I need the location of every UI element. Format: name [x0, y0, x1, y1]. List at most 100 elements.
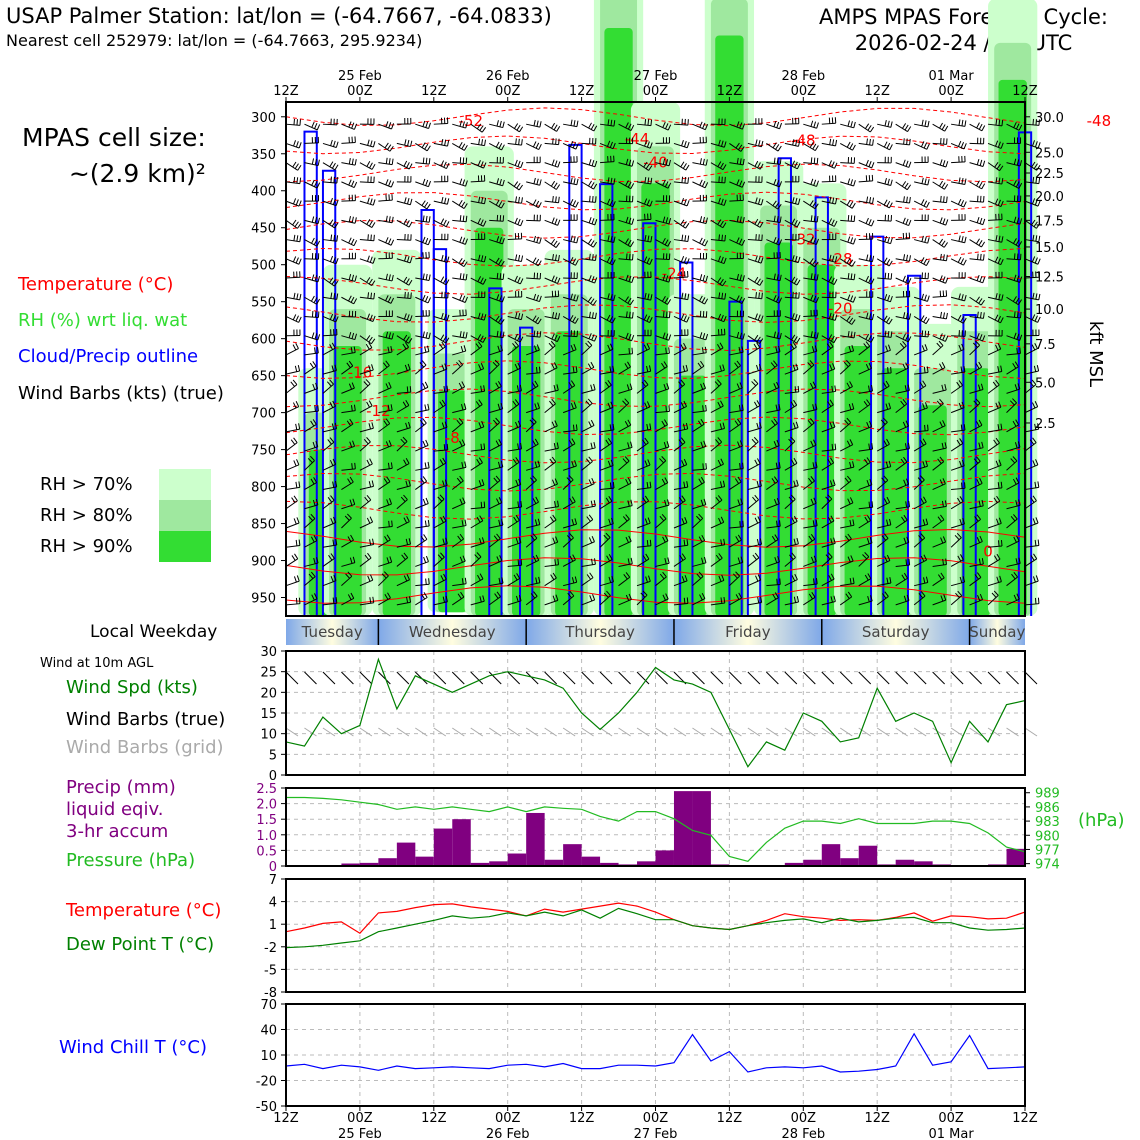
wind-barb-feather [406, 386, 409, 393]
wind-barb-feather [458, 141, 463, 148]
wind-barb [599, 517, 614, 529]
wind-barb [729, 252, 744, 260]
wind-barb [544, 254, 560, 262]
top-time-tick-label: 00Z [643, 84, 669, 99]
wind-barb-shaft [470, 578, 484, 587]
wind-barb-feather [465, 122, 468, 129]
wind-barb-feather [351, 216, 354, 223]
wind-barb-feather [290, 381, 295, 387]
wind-barb-shaft [618, 277, 632, 284]
wind-barb [618, 398, 630, 413]
wind-barb-shaft [618, 460, 630, 471]
wind-barb-feather [335, 316, 339, 323]
wind-barb-feather [536, 120, 539, 127]
wind-barb-shaft [415, 296, 429, 304]
wind-barb-feather [292, 379, 298, 385]
wind-barb-feather [390, 404, 393, 411]
wind-barb-shaft [525, 537, 538, 548]
wind-barb-shaft [544, 483, 558, 490]
wind-barb-shaft [729, 219, 744, 224]
wind-barb [304, 557, 319, 567]
wind-barb-feather [668, 405, 670, 412]
wind-barb-shaft [710, 499, 723, 510]
wind-barb-feather [535, 142, 540, 149]
wind-barb [470, 160, 487, 169]
wind-barb-feather [625, 594, 630, 601]
wind-barb [599, 459, 614, 471]
wind-barb-feather [332, 400, 336, 407]
wind-barb [563, 366, 578, 375]
wind-barb [452, 273, 468, 281]
wind-barb [341, 404, 356, 414]
wind-barb-shaft [285, 348, 299, 356]
wind-barb-shaft [581, 461, 593, 471]
wind-barb-feather [294, 163, 299, 169]
wind-barb [673, 364, 689, 375]
wind-barb [322, 342, 336, 356]
wind-barb-feather [366, 335, 371, 341]
wind-barb-feather [331, 342, 336, 349]
wind-barb-feather [465, 273, 468, 281]
wind-barb-feather [539, 331, 542, 338]
wind-barb [415, 555, 429, 567]
wind-barb [415, 381, 429, 394]
wind-barb-feather [476, 123, 482, 130]
wind-barb [562, 438, 576, 452]
wind-barb-feather [538, 576, 541, 583]
wind-barb-feather [481, 421, 485, 428]
wind-barb-feather [1037, 597, 1040, 604]
wind-barb-shaft [710, 258, 725, 265]
wind-barb-shaft [322, 499, 335, 510]
wind-barb-shaft [341, 239, 355, 247]
wind-barb-shaft [378, 575, 389, 587]
wind-barb [378, 360, 390, 375]
cloud-outline [488, 287, 503, 616]
wind-barb-shaft [396, 485, 411, 491]
wind-barb [415, 497, 429, 510]
wind-barb-feather [681, 292, 684, 299]
wind-barb-feather [552, 138, 554, 145]
wind-barb [470, 276, 487, 285]
wind-barb-feather [681, 576, 685, 583]
wind-barb-feather [295, 141, 299, 148]
wind-barb-feather [421, 593, 426, 600]
wind-barb-feather [410, 140, 413, 147]
wind-barb-feather [313, 535, 318, 541]
wind-barb [285, 423, 301, 433]
wind-barb-feather [428, 216, 431, 223]
wind-barb [544, 275, 561, 284]
wind-barb-feather [483, 255, 487, 263]
wind-barb [470, 254, 487, 263]
wind-barb-feather [536, 330, 539, 337]
wind-barb-feather [687, 235, 690, 242]
wind-barb-feather [403, 160, 408, 167]
wind-barb-shaft [322, 602, 337, 606]
wind-barb-feather [643, 379, 649, 386]
wind-barb-shaft [507, 258, 522, 262]
wind-barb [378, 142, 394, 152]
wind-barb-shaft [692, 335, 706, 341]
wind-barb [433, 233, 449, 241]
wind-barb-feather [445, 537, 448, 544]
wind-barb [563, 235, 579, 244]
wind-barb [470, 595, 485, 606]
wind-barb-feather [718, 575, 722, 582]
wind-barb-shaft [562, 349, 577, 356]
wind-barb [673, 271, 689, 279]
wind-barb-feather [314, 158, 317, 166]
wind-barb-feather [723, 596, 726, 604]
wind-barb-feather [810, 157, 813, 164]
wind-barb-feather [532, 257, 537, 264]
wind-barb [396, 516, 410, 529]
wind-barb-feather [474, 554, 480, 560]
wind-barb [415, 157, 431, 165]
cloud-outline [679, 261, 694, 616]
pressure-label: Pressure (hPa) [66, 850, 196, 871]
wind-barb-feather [588, 275, 592, 282]
wind-barb-shaft [692, 423, 705, 433]
isotherm-label: -48 [791, 131, 816, 149]
wind-barb [600, 213, 615, 221]
wind-barb-feather [403, 218, 408, 225]
wind-barb [433, 494, 445, 510]
wind-barb-feather [443, 255, 447, 262]
